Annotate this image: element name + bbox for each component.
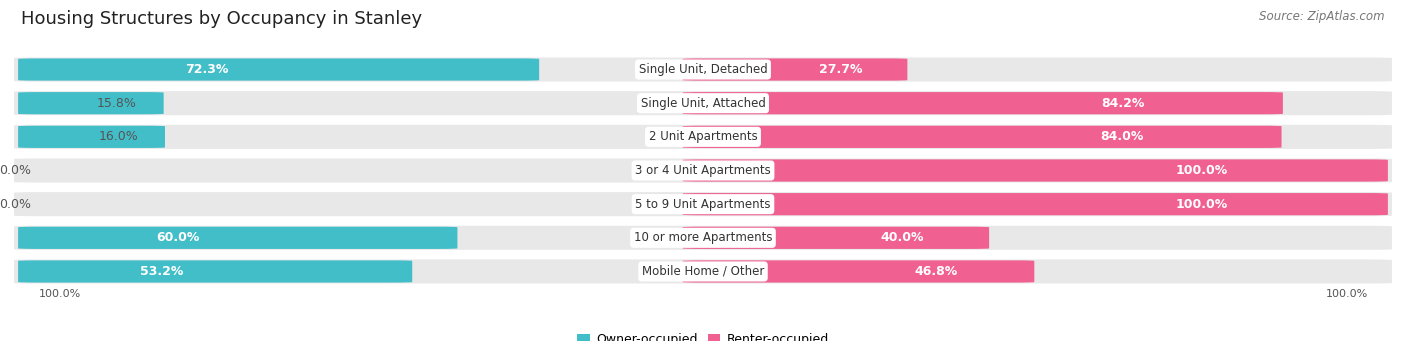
Text: 100.0%: 100.0% bbox=[1175, 198, 1227, 211]
Text: 40.0%: 40.0% bbox=[880, 231, 924, 244]
Text: 2 Unit Apartments: 2 Unit Apartments bbox=[648, 130, 758, 143]
Text: 16.0%: 16.0% bbox=[98, 130, 138, 143]
Text: 15.8%: 15.8% bbox=[97, 97, 136, 110]
Text: 100.0%: 100.0% bbox=[1175, 164, 1227, 177]
Text: 27.7%: 27.7% bbox=[820, 63, 863, 76]
FancyBboxPatch shape bbox=[18, 261, 412, 283]
FancyBboxPatch shape bbox=[14, 226, 1392, 250]
FancyBboxPatch shape bbox=[14, 260, 1392, 283]
Text: Source: ZipAtlas.com: Source: ZipAtlas.com bbox=[1260, 10, 1385, 23]
FancyBboxPatch shape bbox=[683, 92, 1282, 114]
Text: 84.2%: 84.2% bbox=[1101, 97, 1144, 110]
Text: 46.8%: 46.8% bbox=[915, 265, 957, 278]
FancyBboxPatch shape bbox=[18, 227, 457, 249]
FancyBboxPatch shape bbox=[683, 159, 1388, 182]
Text: Mobile Home / Other: Mobile Home / Other bbox=[641, 265, 765, 278]
Legend: Owner-occupied, Renter-occupied: Owner-occupied, Renter-occupied bbox=[572, 328, 834, 341]
FancyBboxPatch shape bbox=[14, 125, 1392, 149]
Text: 72.3%: 72.3% bbox=[184, 63, 228, 76]
Text: 0.0%: 0.0% bbox=[0, 164, 31, 177]
FancyBboxPatch shape bbox=[683, 227, 988, 249]
FancyBboxPatch shape bbox=[14, 58, 1392, 81]
Text: Housing Structures by Occupancy in Stanley: Housing Structures by Occupancy in Stanl… bbox=[21, 10, 422, 28]
FancyBboxPatch shape bbox=[14, 91, 1392, 115]
Text: Single Unit, Attached: Single Unit, Attached bbox=[641, 97, 765, 110]
Text: 10 or more Apartments: 10 or more Apartments bbox=[634, 231, 772, 244]
FancyBboxPatch shape bbox=[683, 126, 1281, 148]
Text: 0.0%: 0.0% bbox=[0, 198, 31, 211]
FancyBboxPatch shape bbox=[14, 159, 1392, 182]
Text: 84.0%: 84.0% bbox=[1099, 130, 1143, 143]
Text: 53.2%: 53.2% bbox=[141, 265, 184, 278]
Text: 5 to 9 Unit Apartments: 5 to 9 Unit Apartments bbox=[636, 198, 770, 211]
FancyBboxPatch shape bbox=[18, 58, 538, 80]
FancyBboxPatch shape bbox=[18, 126, 165, 148]
FancyBboxPatch shape bbox=[18, 92, 163, 114]
FancyBboxPatch shape bbox=[14, 192, 1392, 216]
Text: 100.0%: 100.0% bbox=[1326, 290, 1368, 299]
Text: 100.0%: 100.0% bbox=[38, 290, 80, 299]
FancyBboxPatch shape bbox=[683, 193, 1388, 215]
Text: 3 or 4 Unit Apartments: 3 or 4 Unit Apartments bbox=[636, 164, 770, 177]
Text: Single Unit, Detached: Single Unit, Detached bbox=[638, 63, 768, 76]
FancyBboxPatch shape bbox=[683, 261, 1035, 283]
Text: 60.0%: 60.0% bbox=[156, 231, 200, 244]
FancyBboxPatch shape bbox=[683, 58, 907, 80]
